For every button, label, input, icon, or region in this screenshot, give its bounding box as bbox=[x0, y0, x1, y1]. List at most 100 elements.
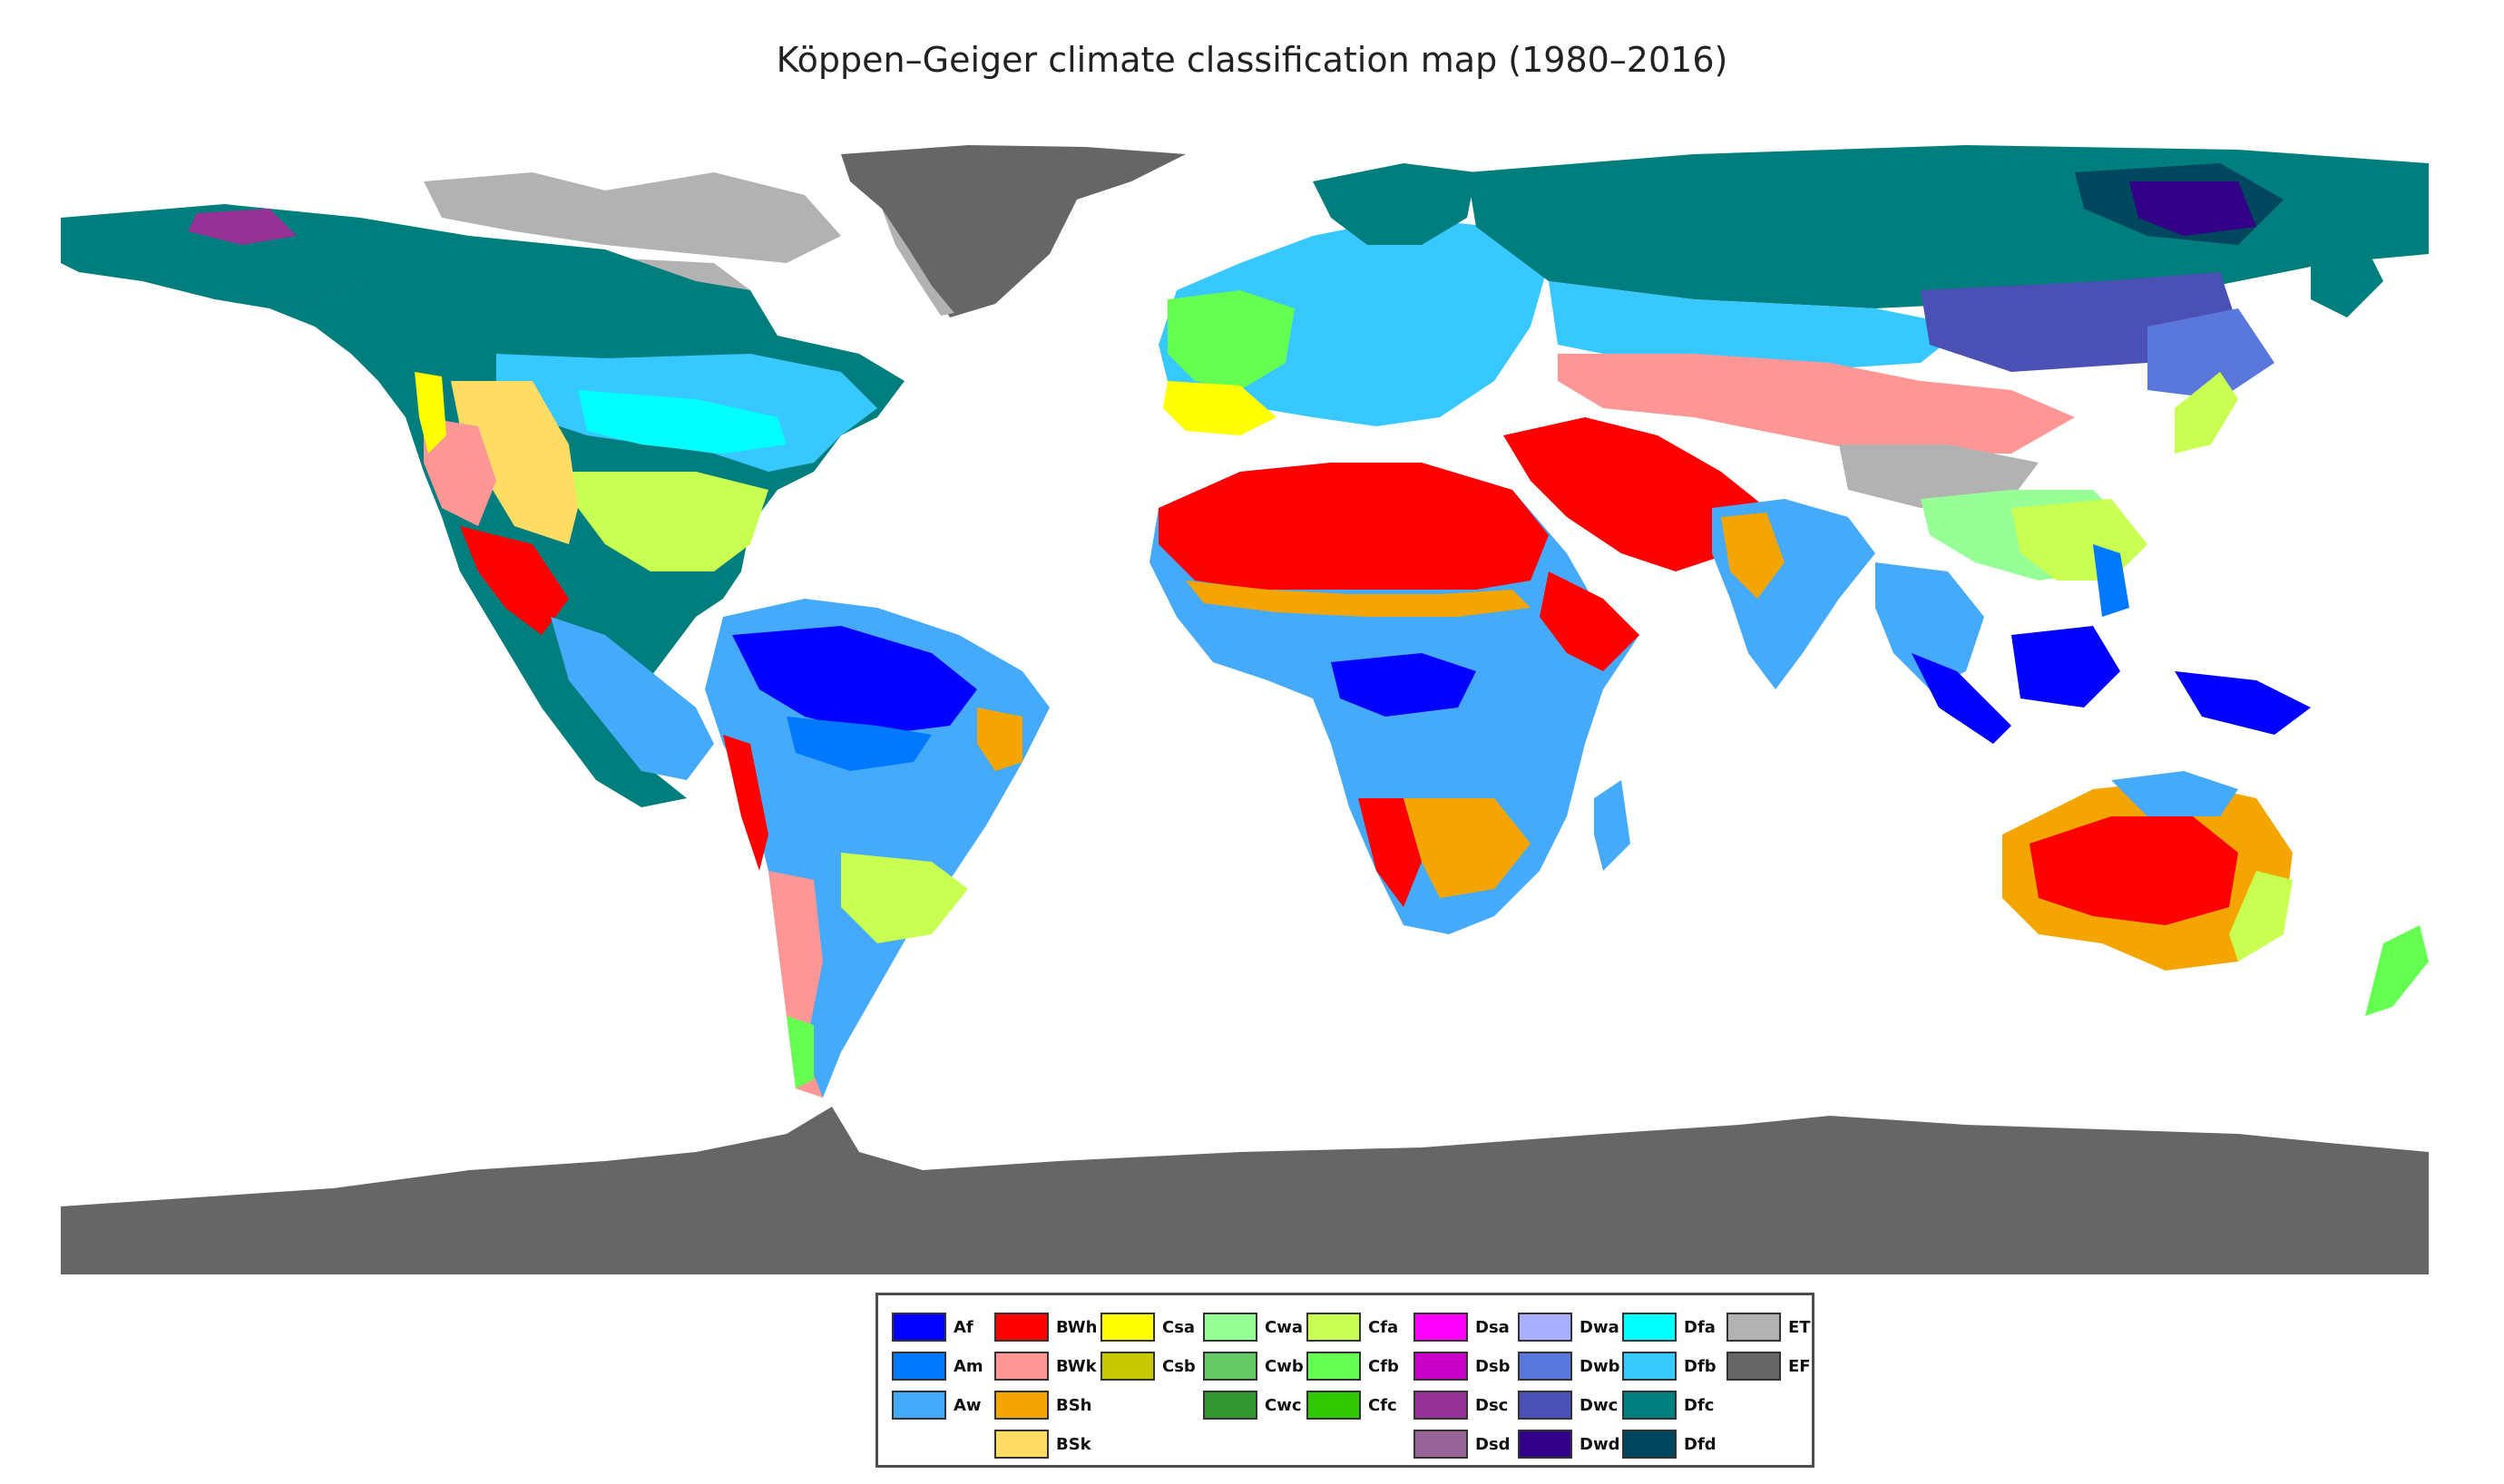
legend-item-dfa: Dfa bbox=[1622, 1311, 1716, 1343]
legend-swatch bbox=[1622, 1313, 1677, 1342]
legend-swatch bbox=[1413, 1430, 1468, 1459]
mideast-bwh bbox=[1503, 417, 1766, 571]
map-canvas bbox=[61, 145, 2429, 1274]
legend-label: Dsc bbox=[1475, 1395, 1509, 1415]
legend-swatch bbox=[1413, 1391, 1468, 1420]
legend-item-bwh: BWh bbox=[994, 1311, 1097, 1343]
sa-cfa bbox=[841, 853, 968, 943]
legend-swatch bbox=[1100, 1313, 1155, 1342]
legend-item-et: ET bbox=[1726, 1311, 1811, 1343]
legend-item-cfc: Cfc bbox=[1306, 1389, 1397, 1421]
sumatra-af bbox=[1912, 653, 2011, 744]
legend-item-aw: Aw bbox=[892, 1389, 982, 1421]
legend-label: Af bbox=[954, 1317, 973, 1337]
congo-af bbox=[1331, 653, 1476, 717]
se-asia-aw bbox=[1875, 562, 1984, 689]
asia-dfc bbox=[1467, 145, 2429, 308]
legend-item-dsb: Dsb bbox=[1413, 1350, 1511, 1382]
mexico-aw bbox=[551, 617, 714, 780]
legend-swatch bbox=[1203, 1352, 1257, 1381]
southern-africa-bsh bbox=[1404, 798, 1531, 898]
legend-swatch bbox=[994, 1352, 1049, 1381]
europe-csa bbox=[1163, 381, 1276, 435]
legend-label: Cwb bbox=[1265, 1356, 1304, 1376]
sa-bwk bbox=[768, 871, 823, 1098]
legend-swatch bbox=[1518, 1352, 1572, 1381]
india-bsh bbox=[1721, 513, 1785, 599]
legend-item-dfc: Dfc bbox=[1622, 1389, 1714, 1421]
legend-item-dwa: Dwa bbox=[1518, 1311, 1619, 1343]
legend-swatch bbox=[1100, 1352, 1155, 1381]
legend-item-dwc: Dwc bbox=[1518, 1389, 1618, 1421]
legend-label: Dfa bbox=[1684, 1317, 1716, 1337]
brazil-bsh bbox=[977, 708, 1022, 771]
legend-label: Dfb bbox=[1684, 1356, 1717, 1376]
legend-item-bsk: BSk bbox=[994, 1428, 1091, 1460]
legend-swatch bbox=[1622, 1352, 1677, 1381]
map-title: Köppen–Geiger climate classification map… bbox=[776, 40, 1728, 80]
new-guinea-af bbox=[2175, 671, 2311, 735]
asia-dfb bbox=[1549, 281, 1966, 372]
legend-label: BWk bbox=[1056, 1356, 1097, 1376]
legend-swatch bbox=[1306, 1313, 1361, 1342]
legend-label: BWh bbox=[1056, 1317, 1098, 1337]
greenland-ice bbox=[841, 145, 1186, 317]
legend-swatch bbox=[1306, 1352, 1361, 1381]
legend-label: ET bbox=[1788, 1317, 1811, 1337]
madagascar bbox=[1594, 780, 1630, 871]
legend-label: Dfd bbox=[1684, 1434, 1717, 1454]
legend-item-dfd: Dfd bbox=[1622, 1428, 1717, 1460]
legend-swatch bbox=[994, 1313, 1049, 1342]
arctic-islands bbox=[424, 172, 841, 263]
na-dfa bbox=[578, 390, 787, 454]
scandinavia-dfc bbox=[1313, 163, 1476, 245]
australia-aw bbox=[2111, 771, 2238, 816]
legend-item-bwk: BWk bbox=[994, 1350, 1097, 1382]
legend-item-dfb: Dfb bbox=[1622, 1350, 1717, 1382]
legend-label: Dsd bbox=[1475, 1434, 1511, 1454]
legend-swatch bbox=[1306, 1391, 1361, 1420]
sahara-bwh bbox=[1159, 463, 1549, 590]
australia-bwh bbox=[2030, 816, 2238, 925]
legend-item-dwb: Dwb bbox=[1518, 1350, 1619, 1382]
legend-swatch bbox=[892, 1313, 946, 1342]
sa-bwh-coast bbox=[723, 735, 768, 871]
legend-swatch bbox=[1726, 1352, 1781, 1381]
greenland-tundra bbox=[882, 209, 954, 316]
legend-item-cwc: Cwc bbox=[1203, 1389, 1302, 1421]
sa-cfb bbox=[787, 1016, 814, 1089]
legend-label: Aw bbox=[954, 1395, 982, 1415]
namib-bwh bbox=[1358, 798, 1422, 907]
legend-label: Csb bbox=[1162, 1356, 1196, 1376]
legend-swatch bbox=[1622, 1430, 1677, 1459]
legend-label: Dwc bbox=[1580, 1395, 1619, 1415]
na-bwh bbox=[460, 526, 569, 635]
amazon-am bbox=[787, 717, 932, 771]
legend-swatch bbox=[892, 1352, 946, 1381]
legend-item-cfa: Cfa bbox=[1306, 1311, 1398, 1343]
legend-item-dsc: Dsc bbox=[1413, 1389, 1508, 1421]
legend-label: Dwd bbox=[1580, 1434, 1620, 1454]
legend-label: Dwa bbox=[1580, 1317, 1619, 1337]
legend-label: Dsa bbox=[1475, 1317, 1510, 1337]
legend-label: Cfa bbox=[1368, 1317, 1399, 1337]
legend-label: BSh bbox=[1056, 1395, 1092, 1415]
horn-bwh bbox=[1540, 571, 1639, 671]
legend-swatch bbox=[994, 1430, 1049, 1459]
legend-swatch bbox=[1518, 1430, 1572, 1459]
legend-item-bsh: BSh bbox=[994, 1389, 1092, 1421]
legend-item-cwa: Cwa bbox=[1203, 1311, 1303, 1343]
legend-item-dwd: Dwd bbox=[1518, 1428, 1619, 1460]
new-zealand bbox=[2365, 925, 2429, 1016]
europe-cfb bbox=[1168, 290, 1295, 390]
legend-label: BSk bbox=[1056, 1434, 1091, 1454]
philippines bbox=[2093, 544, 2129, 617]
legend-label: Cfc bbox=[1368, 1395, 1397, 1415]
japan-cfa bbox=[2175, 372, 2238, 454]
legend-item-cwb: Cwb bbox=[1203, 1350, 1304, 1382]
legend-label: Dfc bbox=[1684, 1395, 1715, 1415]
legend-item-ef: EF bbox=[1726, 1350, 1811, 1382]
legend-swatch bbox=[892, 1391, 946, 1420]
legend-swatch bbox=[1413, 1352, 1468, 1381]
australia-cfa bbox=[2229, 871, 2293, 962]
